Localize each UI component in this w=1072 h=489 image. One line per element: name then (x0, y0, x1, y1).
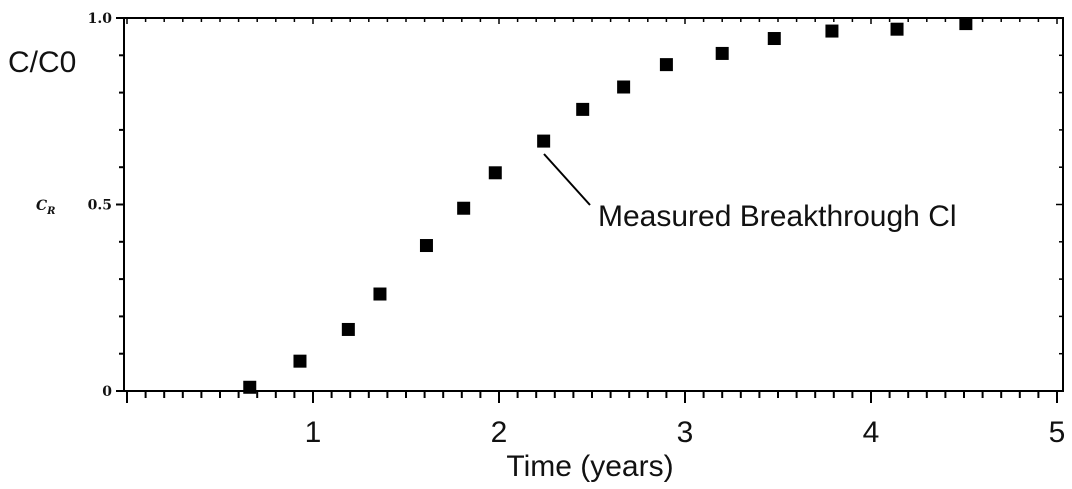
data-point (243, 380, 257, 394)
data-point (488, 166, 502, 180)
x-tick-label: 4 (863, 416, 880, 449)
y-tick-label: 0.5 (88, 198, 112, 214)
data-point (576, 102, 590, 116)
data-point (659, 58, 673, 72)
y-axis-small-label-sub: R (46, 206, 55, 217)
data-point (341, 322, 355, 336)
data-point (293, 354, 307, 368)
x-tick-labels: 1 2 3 4 5 (305, 416, 1066, 449)
data-point (767, 32, 781, 46)
data-point (959, 17, 973, 31)
data-points (243, 17, 973, 394)
x-tick-label: 3 (677, 416, 694, 449)
data-point (537, 134, 551, 148)
y-axis-small-label-main: C (36, 198, 47, 214)
data-point (373, 287, 387, 301)
axis-ticks (116, 17, 1063, 403)
y-tick-label: 1.0 (88, 11, 113, 27)
y-tick-label: 0 (102, 384, 112, 400)
x-axis-label: Time (years) (506, 450, 673, 483)
annotation-leader-line (543, 153, 591, 206)
data-point (617, 80, 631, 94)
y-axis-main-label: C/C0 (8, 46, 76, 79)
data-point (419, 239, 433, 253)
data-point (825, 24, 839, 38)
data-point (457, 201, 471, 215)
x-tick-label: 5 (1049, 416, 1066, 449)
x-tick-label: 1 (305, 416, 322, 449)
data-point (890, 22, 904, 36)
data-point (715, 46, 729, 60)
annotation-label: Measured Breakthrough Cl (598, 200, 957, 233)
x-tick-label: 2 (491, 416, 508, 449)
y-tick-labels: 0 0.5 1.0 (88, 11, 113, 400)
y-axis-small-label: CR (36, 198, 55, 217)
